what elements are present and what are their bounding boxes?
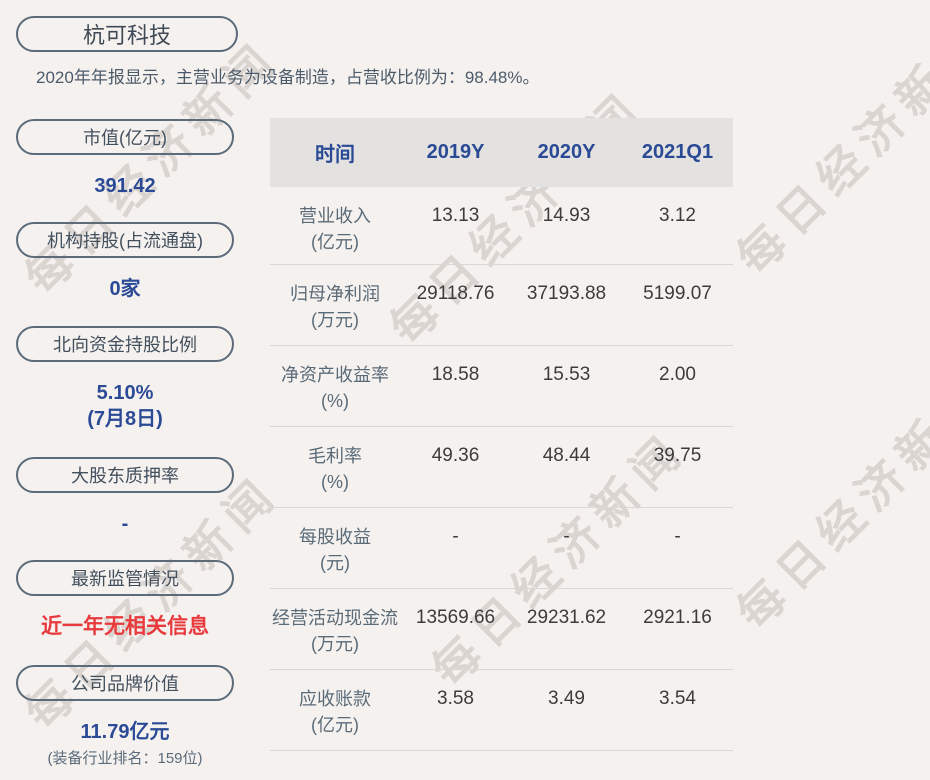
metric-unit: (元)	[320, 553, 350, 573]
stat-label-pill: 北向资金持股比例	[16, 326, 234, 362]
stat-label-pill: 最新监管情况	[16, 560, 234, 596]
cell-value: 37193.88	[526, 283, 607, 304]
row-label: 每股收益 (元)	[270, 524, 400, 576]
cell-value: 15.53	[542, 364, 591, 385]
company-name-pill: 杭可科技	[16, 16, 238, 52]
metric-name: 每股收益	[299, 527, 371, 547]
cell-value: -	[674, 526, 681, 547]
stat-label-pill: 机构持股(占流通盘)	[16, 222, 234, 258]
column-header: 时间	[315, 144, 355, 166]
stat-note: (装备行业排名：159位)	[47, 750, 203, 767]
cell-value: -	[452, 526, 459, 547]
stat-label: 最新监管情况	[71, 569, 179, 589]
table-row: 归母净利润 (万元) 29118.76 37193.88 5199.07	[270, 265, 733, 346]
cell-value: 48.44	[542, 445, 591, 466]
cell-value: 29118.76	[416, 283, 495, 304]
metric-unit: (亿元)	[311, 232, 359, 252]
stat-brand-value: 公司品牌价值 11.79亿元 (装备行业排名：159位)	[16, 665, 234, 768]
stat-label-pill: 大股东质押率	[16, 457, 234, 493]
column-header: 2020Y	[537, 141, 596, 163]
metric-unit: (%)	[321, 391, 349, 411]
cell-value: 39.75	[653, 445, 702, 466]
stat-label: 市值(亿元)	[83, 128, 167, 148]
metric-unit: (%)	[321, 472, 349, 492]
table-row: 经营活动现金流 (万元) 13569.66 29231.62 2921.16	[270, 589, 733, 670]
cell-value: 29231.62	[526, 607, 607, 628]
cell-value: 13569.66	[415, 607, 496, 628]
table-row: 毛利率 (%) 49.36 48.44 39.75	[270, 427, 733, 508]
row-label: 净资产收益率 (%)	[270, 362, 400, 414]
cell-value: 2921.16	[643, 607, 712, 628]
metric-name: 应收账款	[299, 689, 371, 709]
metric-unit: (万元)	[311, 634, 359, 654]
stat-value: 11.79亿元	[80, 721, 170, 743]
row-label: 毛利率 (%)	[270, 443, 400, 495]
stat-label: 大股东质押率	[71, 466, 179, 486]
stat-label-pill: 公司品牌价值	[16, 665, 234, 701]
stat-label: 北向资金持股比例	[53, 335, 197, 355]
table-header-row: 时间 2019Y 2020Y 2021Q1	[270, 118, 733, 187]
stat-market-cap: 市值(亿元) 391.42	[16, 119, 234, 199]
row-label: 经营活动现金流 (万元)	[270, 605, 400, 657]
cell-value: 5199.07	[643, 283, 712, 304]
table-row: 营业收入 (亿元) 13.13 14.93 3.12	[270, 187, 733, 265]
stat-pledge-ratio: 大股东质押率 -	[16, 457, 234, 537]
column-header: 2021Q1	[641, 141, 714, 163]
cell-value: 2.00	[659, 364, 696, 385]
cell-value: 3.58	[437, 688, 474, 709]
table-row: 净资产收益率 (%) 18.58 15.53 2.00	[270, 346, 733, 427]
table-row: 应收账款 (亿元) 3.58 3.49 3.54	[270, 670, 733, 751]
stat-value-line2: (7月8日)	[87, 408, 163, 430]
row-label: 应收账款 (亿元)	[270, 686, 400, 738]
metric-name: 营业收入	[299, 206, 371, 226]
cell-value: -	[563, 526, 570, 547]
stat-label: 机构持股(占流通盘)	[47, 231, 203, 251]
cell-value: 3.49	[548, 688, 585, 709]
stat-value: 0家	[109, 278, 141, 300]
company-name: 杭可科技	[82, 23, 171, 48]
metric-unit: (亿元)	[311, 715, 359, 735]
metric-unit: (万元)	[311, 310, 359, 330]
stat-value: 391.42	[94, 175, 156, 197]
stat-value-line1: 5.10%	[96, 382, 154, 404]
metric-name: 毛利率	[308, 446, 362, 466]
summary-text: 2020年年报显示，主营业务为设备制造，占营收比例为：98.48%。	[36, 68, 540, 87]
metric-name: 归母净利润	[290, 284, 380, 304]
table-row: 每股收益 (元) - - -	[270, 508, 733, 589]
column-header: 2019Y	[426, 141, 485, 163]
metric-name: 经营活动现金流	[272, 608, 398, 628]
stat-institutional-holding: 机构持股(占流通盘) 0家	[16, 222, 234, 302]
stat-northbound-holding: 北向资金持股比例 5.10% (7月8日)	[16, 326, 234, 432]
financial-table: 时间 2019Y 2020Y 2021Q1 营业收入 (亿元) 13.13 14…	[270, 118, 733, 751]
stat-value: -	[121, 513, 129, 535]
stat-value-alert: 近一年无相关信息	[41, 615, 209, 638]
metric-name: 净资产收益率	[281, 365, 389, 385]
cell-value: 49.36	[431, 445, 480, 466]
cell-value: 14.93	[542, 205, 591, 226]
stat-regulatory-status: 最新监管情况 近一年无相关信息	[16, 560, 234, 640]
cell-value: 18.58	[431, 364, 480, 385]
stat-label-pill: 市值(亿元)	[16, 119, 234, 155]
cell-value: 3.12	[659, 205, 696, 226]
row-label: 归母净利润 (万元)	[270, 281, 400, 333]
row-label: 营业收入 (亿元)	[270, 203, 400, 255]
stat-value: 5.10% (7月8日)	[16, 380, 234, 432]
stat-label: 公司品牌价值	[71, 674, 179, 694]
cell-value: 13.13	[431, 205, 480, 226]
cell-value: 3.54	[659, 688, 696, 709]
